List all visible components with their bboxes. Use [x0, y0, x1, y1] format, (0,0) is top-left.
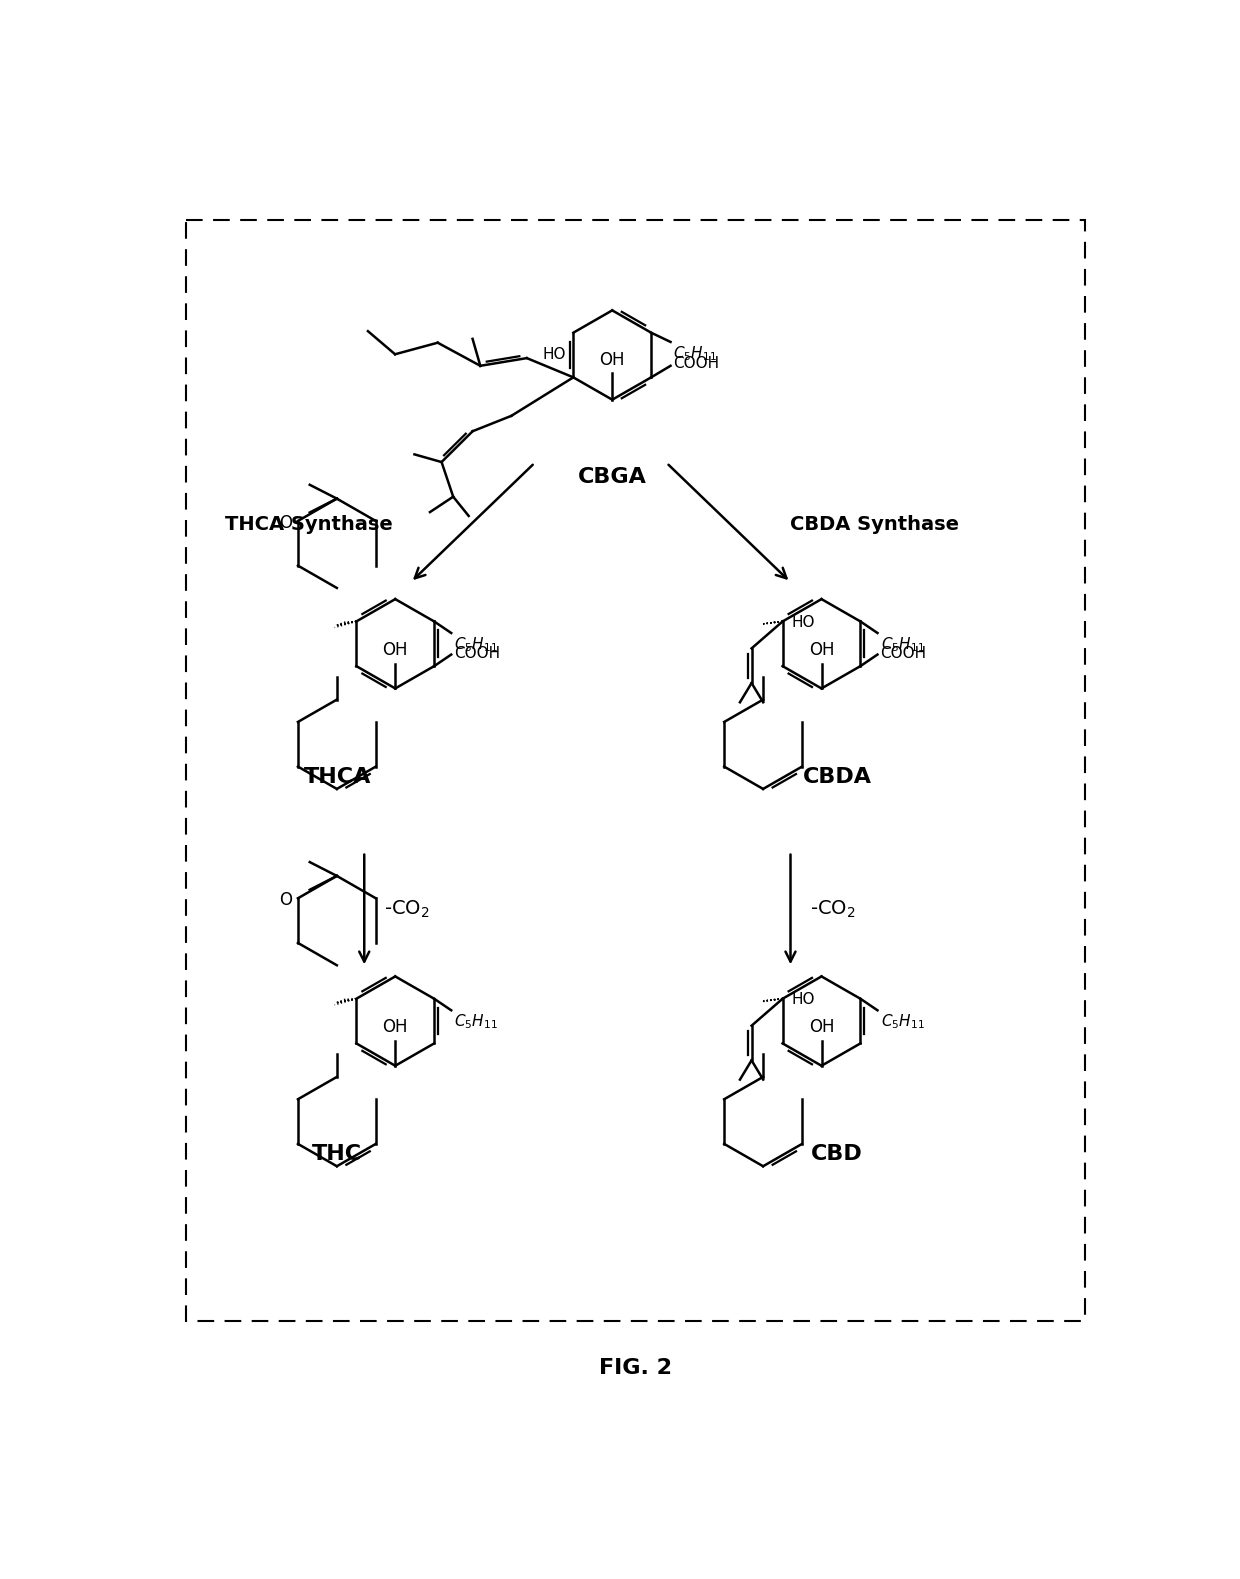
Text: O: O — [279, 891, 291, 910]
Text: FIG. 2: FIG. 2 — [599, 1358, 672, 1377]
Text: $C_5H_{11}$: $C_5H_{11}$ — [454, 635, 498, 654]
Text: O: O — [279, 513, 291, 532]
Text: OH: OH — [382, 641, 408, 658]
Text: COOH: COOH — [673, 355, 719, 371]
Text: HO: HO — [792, 614, 816, 630]
Text: OH: OH — [599, 351, 625, 369]
Text: CBGA: CBGA — [578, 467, 647, 486]
Text: COOH: COOH — [880, 646, 926, 660]
Text: OH: OH — [382, 1018, 408, 1036]
Text: CBDA: CBDA — [802, 767, 872, 786]
Text: $C_5H_{11}$: $C_5H_{11}$ — [880, 635, 925, 654]
Text: HO: HO — [542, 346, 565, 362]
Text: $C_5H_{11}$: $C_5H_{11}$ — [673, 344, 717, 363]
Text: THCA Synthase: THCA Synthase — [224, 515, 393, 534]
Text: OH: OH — [808, 641, 835, 658]
Text: OH: OH — [808, 1018, 835, 1036]
Text: HO: HO — [792, 992, 816, 1007]
Text: COOH: COOH — [454, 646, 501, 660]
Text: -CO$_2$: -CO$_2$ — [383, 898, 429, 921]
Text: $C_5H_{11}$: $C_5H_{11}$ — [454, 1012, 498, 1031]
Text: -CO$_2$: -CO$_2$ — [810, 898, 856, 921]
Text: $C_5H_{11}$: $C_5H_{11}$ — [880, 1012, 925, 1031]
Text: CBDA Synthase: CBDA Synthase — [791, 515, 960, 534]
Text: THC: THC — [312, 1145, 362, 1164]
Text: CBD: CBD — [811, 1145, 863, 1164]
Text: THCA: THCA — [304, 767, 371, 786]
